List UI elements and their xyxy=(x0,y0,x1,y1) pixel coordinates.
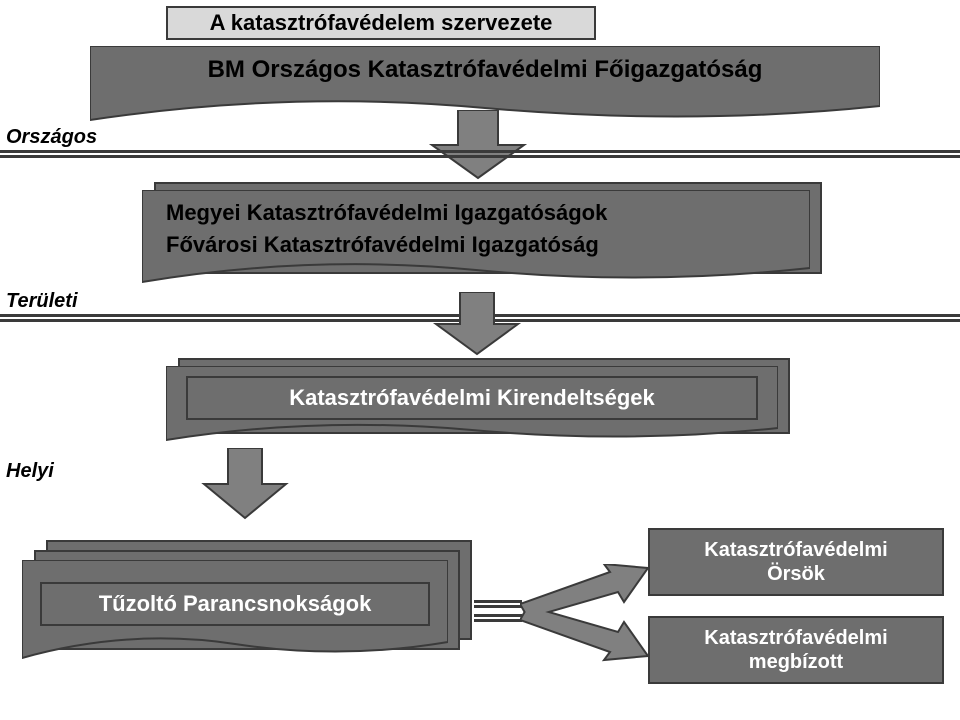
level4-inner-box: Tűzoltó Parancsnokságok xyxy=(40,582,430,626)
level4-stack: Tűzoltó Parancsnokságok xyxy=(22,540,472,670)
level3-inner-box: Katasztrófavédelmi Kirendeltségek xyxy=(186,376,758,420)
split-arrow-up xyxy=(520,564,650,616)
right-box-1: KatasztrófavédelmiÖrsök xyxy=(648,528,944,596)
diagram-title: A katasztrófavédelem szervezete xyxy=(166,6,596,40)
arrow-1 xyxy=(428,110,528,180)
divider-1 xyxy=(0,150,960,158)
connector-divider-top xyxy=(474,600,522,608)
level2-line1: Megyei Katasztrófavédelmi Igazgatóságok xyxy=(166,200,607,226)
diagram-title-text: A katasztrófavédelem szervezete xyxy=(210,10,553,35)
level2-line2: Fővárosi Katasztrófavédelmi Igazgatóság xyxy=(166,232,599,258)
level2-stack: Megyei Katasztrófavédelmi Igazgatóságok … xyxy=(142,182,822,290)
level3-stack: Katasztrófavédelmi Kirendeltségek xyxy=(166,358,790,448)
level1-box-label: BM Országos Katasztrófavédelmi Főigazgat… xyxy=(90,56,880,84)
level-label-helyi: Helyi xyxy=(6,460,54,483)
arrow-2 xyxy=(432,292,522,356)
arrow-3 xyxy=(200,448,290,520)
connector-divider-bottom xyxy=(474,614,522,622)
right-box-2: Katasztrófavédelmimegbízott xyxy=(648,616,944,684)
level-label-orszagos: Országos xyxy=(6,126,97,149)
split-arrow-down xyxy=(520,612,650,664)
level-label-teruleti: Területi xyxy=(6,290,78,313)
